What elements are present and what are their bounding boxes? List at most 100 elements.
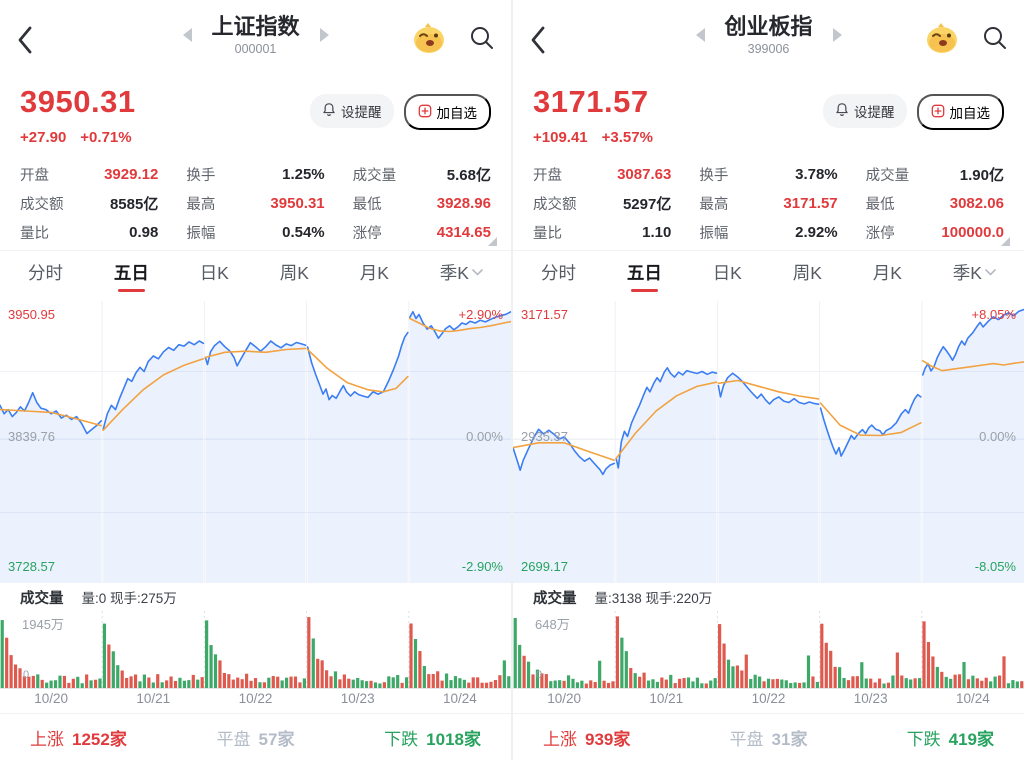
stat-value: 4314.65 (436, 224, 491, 241)
up-label: 上涨 (543, 730, 577, 749)
date-label: 10/24 (442, 691, 477, 706)
back-icon[interactable] (16, 24, 36, 61)
tab-周K[interactable]: 周K (793, 260, 822, 292)
stat-成交额: 成交额 8585亿 (20, 189, 158, 218)
add-watchlist-button[interactable]: 加自选 (916, 94, 1004, 130)
expand-stats-icon[interactable] (1001, 237, 1010, 246)
stat-label: 成交量 (352, 168, 397, 184)
stat-label: 涨停 (865, 226, 895, 242)
down-label: 下跌 (906, 730, 941, 749)
set-alert-button[interactable]: 设提醒 (310, 94, 394, 128)
header: 上证指数 000001 (0, 0, 511, 80)
stat-label: 最低 (865, 197, 895, 213)
market-breadth: 上涨 939家 平盘 31家 下跌 419家 (513, 713, 1024, 760)
mascot-icon[interactable] (924, 22, 960, 59)
date-label: 10/21 (649, 691, 684, 706)
current-price: 3171.57 (533, 84, 649, 119)
tab-分时[interactable]: 分时 (28, 260, 63, 292)
up-count: 1252家 (72, 730, 127, 749)
chart-mid-pct: 0.00% (466, 429, 503, 444)
search-icon[interactable] (469, 25, 495, 56)
tab-日K[interactable]: 日K (200, 260, 229, 292)
stat-value: 1.25% (282, 166, 325, 183)
chart-mid-pct: 0.00% (979, 429, 1016, 444)
flat-count: 57家 (258, 730, 295, 749)
stat-value: 3950.31 (270, 195, 325, 212)
tab-五日[interactable]: 五日 (114, 260, 149, 292)
volume-max-label: 648万 (535, 617, 570, 632)
stat-换手: 换手 1.25% (186, 160, 324, 189)
stat-label: 开盘 (533, 168, 562, 184)
next-index-icon[interactable] (319, 28, 329, 43)
stat-label: 振幅 (186, 226, 216, 242)
chart-max-price: 3950.95 (8, 307, 55, 322)
index-code: 399006 (747, 42, 790, 57)
stat-label: 涨停 (352, 226, 382, 242)
back-icon[interactable] (529, 24, 549, 61)
chart-mid-price: 2935.37 (521, 429, 568, 444)
search-icon[interactable] (982, 25, 1008, 56)
tab-五日[interactable]: 五日 (627, 260, 662, 292)
price-section: 3950.31 +27.90 +0.71% 设提醒 加自选 (0, 80, 511, 156)
price-change: +109.41 (533, 129, 588, 146)
stat-value: 8585亿 (109, 196, 159, 213)
tab-label: 五日 (626, 263, 662, 283)
index-code: 000001 (234, 42, 277, 57)
tab-季K[interactable]: 季K (440, 260, 483, 292)
tab-日K[interactable]: 日K (713, 260, 742, 292)
stat-label: 换手 (699, 168, 729, 184)
stat-value: 3.78% (795, 166, 838, 183)
current-price: 3950.31 (20, 84, 136, 119)
tab-label: 分时 (541, 263, 576, 283)
stat-开盘: 开盘 3929.12 (20, 160, 158, 189)
stat-value: 5.68亿 (446, 167, 491, 184)
tab-月K[interactable]: 月K (873, 260, 902, 292)
plus-box-icon (418, 104, 432, 121)
chart-max-price: 3171.57 (521, 307, 568, 322)
index-panel-right: 创业板指 399006 (513, 0, 1024, 760)
add-watchlist-button[interactable]: 加自选 (403, 94, 491, 130)
stat-振幅: 振幅 2.92% (699, 218, 837, 247)
price-section: 3171.57 +109.41 +3.57% 设提醒 加自选 (513, 80, 1024, 156)
page-title: 创业板指 (724, 14, 813, 39)
tab-label: 分时 (28, 263, 63, 283)
chart-min-price: 2699.17 (521, 559, 568, 574)
down-count: 419家 (948, 730, 994, 749)
stat-value: 3171.57 (783, 195, 838, 212)
stat-label: 开盘 (20, 168, 49, 184)
chevron-down-icon (985, 269, 996, 276)
price-change-pct: +0.71% (80, 129, 132, 146)
five-day-chart[interactable]: 3171.57 2935.37 2699.17 +8.05% 0.00% -8.… (513, 301, 1024, 583)
stat-量比: 量比 1.10 (533, 218, 671, 247)
volume-chart[interactable]: 648万 0 (513, 611, 1024, 689)
up-count: 939家 (585, 730, 631, 749)
volume-title: 成交量 (20, 590, 64, 607)
stat-涨停: 涨停 4314.65 (353, 218, 491, 247)
stat-value: 3087.63 (617, 166, 672, 183)
volume-chart[interactable]: 1945万 0 (0, 611, 511, 689)
mascot-icon[interactable] (411, 22, 447, 59)
stat-value: 3082.06 (949, 195, 1004, 212)
expand-stats-icon[interactable] (488, 237, 497, 246)
stat-value: 3929.12 (104, 166, 159, 183)
tab-label: 月K (359, 263, 389, 283)
volume-title: 成交量 (533, 590, 577, 607)
date-label: 10/23 (853, 691, 888, 706)
next-index-icon[interactable] (832, 28, 842, 43)
set-alert-button[interactable]: 设提醒 (823, 94, 907, 128)
tab-月K[interactable]: 月K (360, 260, 389, 292)
tab-分时[interactable]: 分时 (541, 260, 576, 292)
tab-季K[interactable]: 季K (953, 260, 996, 292)
volume-info: 量:0 现手:275万 (81, 591, 177, 606)
prev-index-icon[interactable] (182, 28, 192, 43)
stat-value: 1.90亿 (959, 167, 1004, 184)
date-axis: 10/20 10/21 10/22 10/23 10/24 (0, 689, 511, 713)
five-day-chart[interactable]: 3950.95 3839.76 3728.57 +2.90% 0.00% -2.… (0, 301, 511, 583)
tab-label: 周K (792, 263, 822, 283)
flat-count: 31家 (771, 730, 808, 749)
tab-label: 季K (952, 263, 982, 283)
tab-周K[interactable]: 周K (280, 260, 309, 292)
market-breadth: 上涨 1252家 平盘 57家 下跌 1018家 (0, 713, 511, 760)
prev-index-icon[interactable] (695, 28, 705, 43)
